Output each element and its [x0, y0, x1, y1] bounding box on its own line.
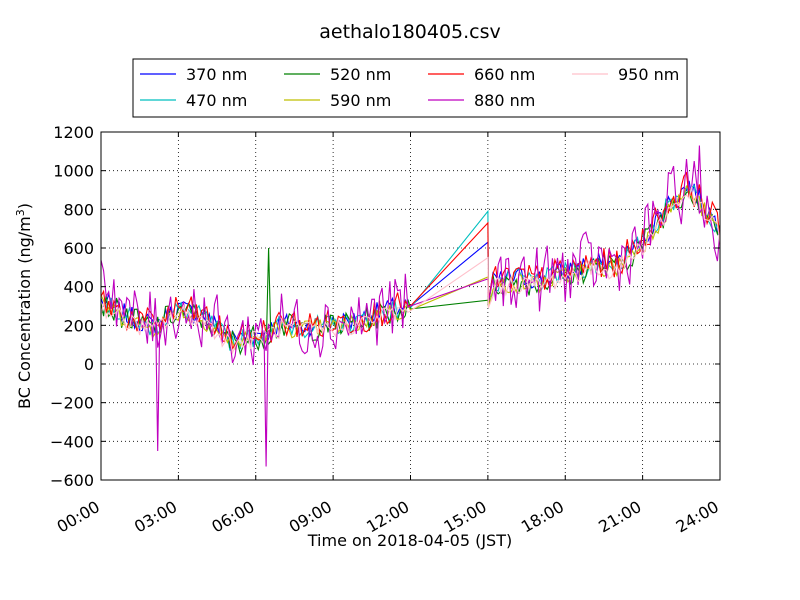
y-tick-label: 1000 — [53, 162, 94, 181]
ticks — [100, 131, 721, 481]
y-tick-label: 400 — [63, 278, 94, 297]
y-axis-label-superscript: 3 — [14, 209, 27, 216]
series-spike — [263, 330, 269, 467]
chart-title: aethalo180405.csv — [319, 21, 501, 43]
y-tick-labels: −600 −400 −200 0 200 400 600 800 1000 1200 — [50, 123, 94, 490]
legend: 370 nm 470 nm 520 nm 590 nm 660 nm 880 nm 950 … — [132, 58, 688, 118]
x-axis-label: Time on 2018-04-05 (JST) — [307, 531, 512, 550]
legend-box — [132, 58, 688, 118]
y-axis-label-suffix: ) — [15, 203, 34, 209]
plot-data — [100, 145, 721, 467]
y-tick-label: −600 — [50, 471, 94, 490]
x-tick-label: 00:00 — [54, 497, 103, 537]
y-tick-label: 0 — [84, 355, 94, 374]
series-spike — [155, 321, 161, 452]
legend-label-880-nm: 880 nm — [474, 91, 535, 110]
legend-label-520-nm: 520 nm — [330, 65, 391, 84]
x-tick-label: 24:00 — [673, 497, 722, 537]
x-tick-label: 21:00 — [595, 497, 644, 537]
series-line-660-nm — [100, 171, 721, 351]
x-tick-label: 03:00 — [131, 497, 180, 537]
series-line-950-nm — [100, 186, 721, 355]
legend-label-470-nm: 470 nm — [186, 91, 247, 110]
y-tick-label: −200 — [50, 394, 94, 413]
y-tick-label: 800 — [63, 200, 94, 219]
legend-label-370-nm: 370 nm — [186, 65, 247, 84]
y-tick-label: 1200 — [53, 123, 94, 142]
legend-label-950-nm: 950 nm — [618, 65, 679, 84]
y-tick-label: 200 — [63, 316, 94, 335]
y-tick-label: 600 — [63, 239, 94, 258]
y-tick-label: −400 — [50, 432, 94, 451]
y-axis-label-main: BC Concentration (ng/m — [15, 216, 34, 409]
legend-label-660-nm: 660 nm — [474, 65, 535, 84]
x-tick-label: 18:00 — [518, 497, 567, 537]
series-spike — [266, 247, 272, 333]
x-tick-label: 06:00 — [208, 497, 257, 537]
legend-label-590-nm: 590 nm — [330, 91, 391, 110]
series-spike — [696, 145, 702, 199]
series-line-880-nm — [100, 159, 721, 366]
y-axis-label: BC Concentration (ng/m3) — [14, 203, 35, 409]
